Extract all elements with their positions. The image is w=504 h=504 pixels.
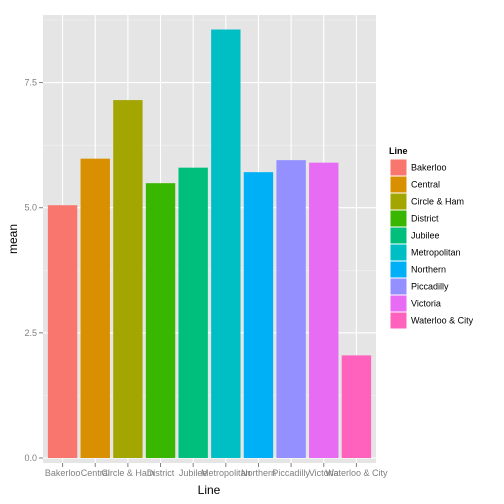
y-tick-label: 5.0 [24, 203, 37, 213]
legend-label: Jubilee [411, 231, 440, 241]
bar-waterloo-city [341, 355, 372, 458]
y-tick-label: 7.5 [24, 78, 37, 88]
legend-label: District [411, 214, 439, 224]
y-tick-label: 2.5 [24, 328, 37, 338]
bar-jubilee [178, 167, 208, 458]
legend-key [389, 311, 408, 330]
y-axis: 0.0 2.5 5.0 7.5 [24, 78, 43, 463]
legend-key [389, 158, 408, 177]
x-tick-label: Victoria [309, 468, 339, 478]
bar-bakerloo [47, 205, 78, 458]
legend-key [389, 260, 408, 279]
bar-central [80, 158, 110, 458]
x-tick-label: Northern [241, 468, 276, 478]
legend-title: Line [389, 146, 408, 156]
legend-label: Piccadilly [411, 282, 449, 292]
x-tick-label: Metropolitan [201, 468, 251, 478]
bar-northern [243, 172, 274, 458]
bar-victoria [309, 162, 339, 458]
legend-key [389, 175, 408, 194]
x-tick-label: Waterloo & City [325, 468, 388, 478]
legend-label: Bakerloo [411, 163, 447, 173]
legend-key [389, 226, 408, 245]
legend-key [389, 294, 408, 313]
legend-label: Circle & Ham [411, 197, 464, 207]
legend-label: Central [411, 180, 440, 190]
bars [47, 29, 372, 458]
bar-piccadilly [276, 160, 306, 458]
x-tick-label: Circle & Ham [101, 468, 154, 478]
legend-key [389, 243, 408, 262]
x-axis-title: Line [198, 483, 221, 497]
legend-key [389, 277, 408, 296]
legend: Line Bakerloo Central Circle & Ham District… [389, 146, 474, 330]
x-tick-label: Piccadilly [272, 468, 310, 478]
legend-key [389, 209, 408, 228]
x-tick-label: District [147, 468, 175, 478]
x-tick-label: Bakerloo [45, 468, 81, 478]
y-axis-title: mean [6, 224, 20, 254]
bar-district [145, 183, 176, 458]
x-tick-label: Jubilee [179, 468, 208, 478]
legend-label: Northern [411, 265, 446, 275]
legend-key [389, 192, 408, 211]
legend-label: Waterloo & City [411, 316, 474, 326]
bar-metropolitan [211, 29, 241, 458]
legend-label: Victoria [411, 299, 441, 309]
y-tick-label: 0.0 [24, 453, 37, 463]
bar-circle-ham [113, 100, 143, 458]
x-tick-label: Central [81, 468, 110, 478]
legend-label: Metropolitan [411, 248, 461, 258]
